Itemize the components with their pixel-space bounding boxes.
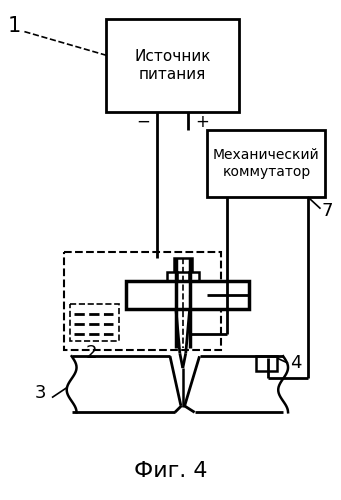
Bar bbox=[189, 272, 198, 281]
Bar bbox=[256, 356, 277, 371]
Text: 3: 3 bbox=[34, 384, 46, 402]
Text: Фиг. 4: Фиг. 4 bbox=[134, 462, 208, 481]
Bar bbox=[167, 272, 177, 281]
Text: Источник
питания: Источник питания bbox=[134, 50, 211, 82]
Text: +: + bbox=[195, 113, 209, 131]
Text: 1: 1 bbox=[8, 16, 21, 36]
Bar bbox=[126, 282, 249, 309]
Bar bbox=[207, 130, 325, 197]
Bar bbox=[64, 252, 221, 350]
Text: 4: 4 bbox=[290, 354, 302, 372]
Text: 7: 7 bbox=[322, 202, 333, 220]
Bar bbox=[70, 304, 119, 342]
Text: −: − bbox=[136, 113, 150, 131]
Text: Механический
коммутатор: Механический коммутатор bbox=[213, 148, 320, 178]
Bar bbox=[174, 258, 192, 272]
Bar bbox=[106, 19, 239, 112]
Text: 2: 2 bbox=[86, 344, 97, 362]
